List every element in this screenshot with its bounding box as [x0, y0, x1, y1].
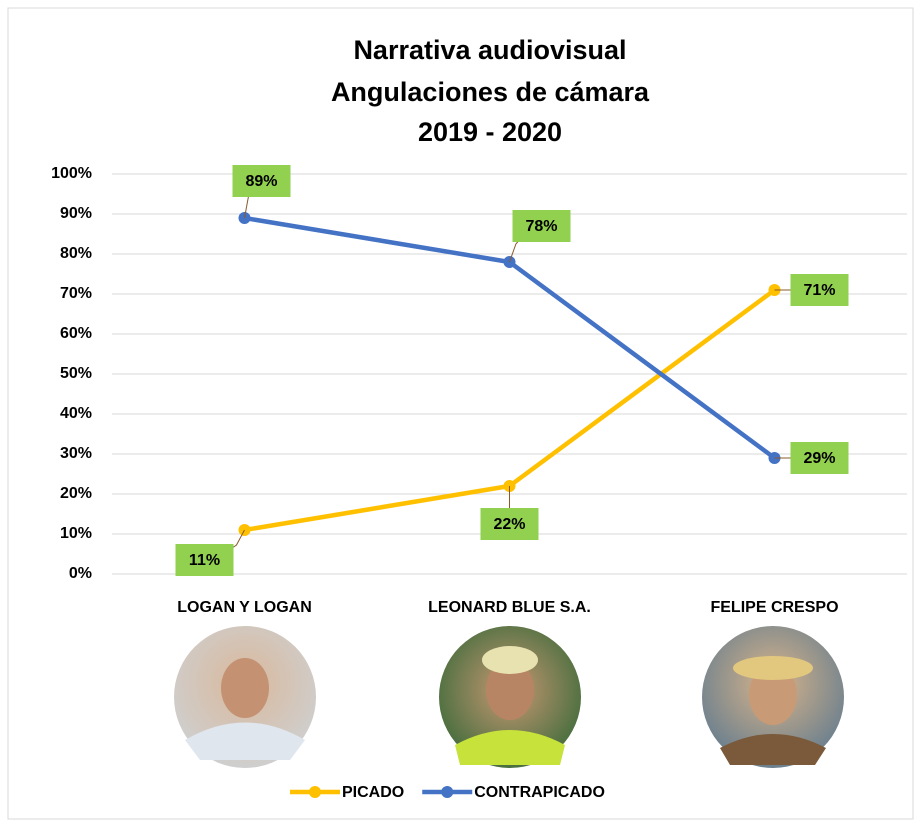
chart-title: Narrativa audiovisual — [353, 35, 626, 65]
legend-label: PICADO — [342, 784, 404, 801]
chart-title: 2019 - 2020 — [418, 117, 562, 147]
page: Narrativa audiovisual Angulaciones de cá… — [0, 0, 922, 827]
data-label: 29% — [803, 450, 835, 467]
y-tick-label: 70% — [60, 285, 92, 302]
portraits — [174, 626, 844, 768]
face — [221, 658, 269, 718]
data-label: 11% — [189, 552, 220, 569]
x-tick-label: LOGAN Y LOGAN — [177, 599, 312, 616]
data-label: 71% — [803, 282, 835, 299]
legend-marker — [309, 786, 321, 798]
legend-label: CONTRAPICADO — [474, 784, 605, 801]
y-tick-label: 100% — [51, 165, 92, 182]
data-label: 78% — [525, 218, 557, 235]
chart: Narrativa audiovisual Angulaciones de cá… — [0, 0, 922, 827]
x-tick-label: FELIPE CRESPO — [710, 599, 838, 616]
data-label: 89% — [245, 173, 277, 190]
y-tick-label: 60% — [60, 325, 92, 342]
hair — [482, 646, 538, 674]
data-label: 22% — [493, 516, 525, 533]
legend-marker — [441, 786, 453, 798]
y-tick-label: 40% — [60, 405, 92, 422]
y-tick-label: 90% — [60, 205, 92, 222]
x-tick-label: LEONARD BLUE S.A. — [428, 599, 591, 616]
y-tick-label: 30% — [60, 445, 92, 462]
hat — [733, 656, 813, 680]
y-tick-label: 10% — [60, 525, 92, 542]
y-tick-label: 0% — [69, 565, 92, 582]
y-tick-label: 50% — [60, 365, 92, 382]
chart-title: Angulaciones de cámara — [331, 77, 650, 107]
y-tick-label: 20% — [60, 485, 92, 502]
y-tick-label: 80% — [60, 245, 92, 262]
